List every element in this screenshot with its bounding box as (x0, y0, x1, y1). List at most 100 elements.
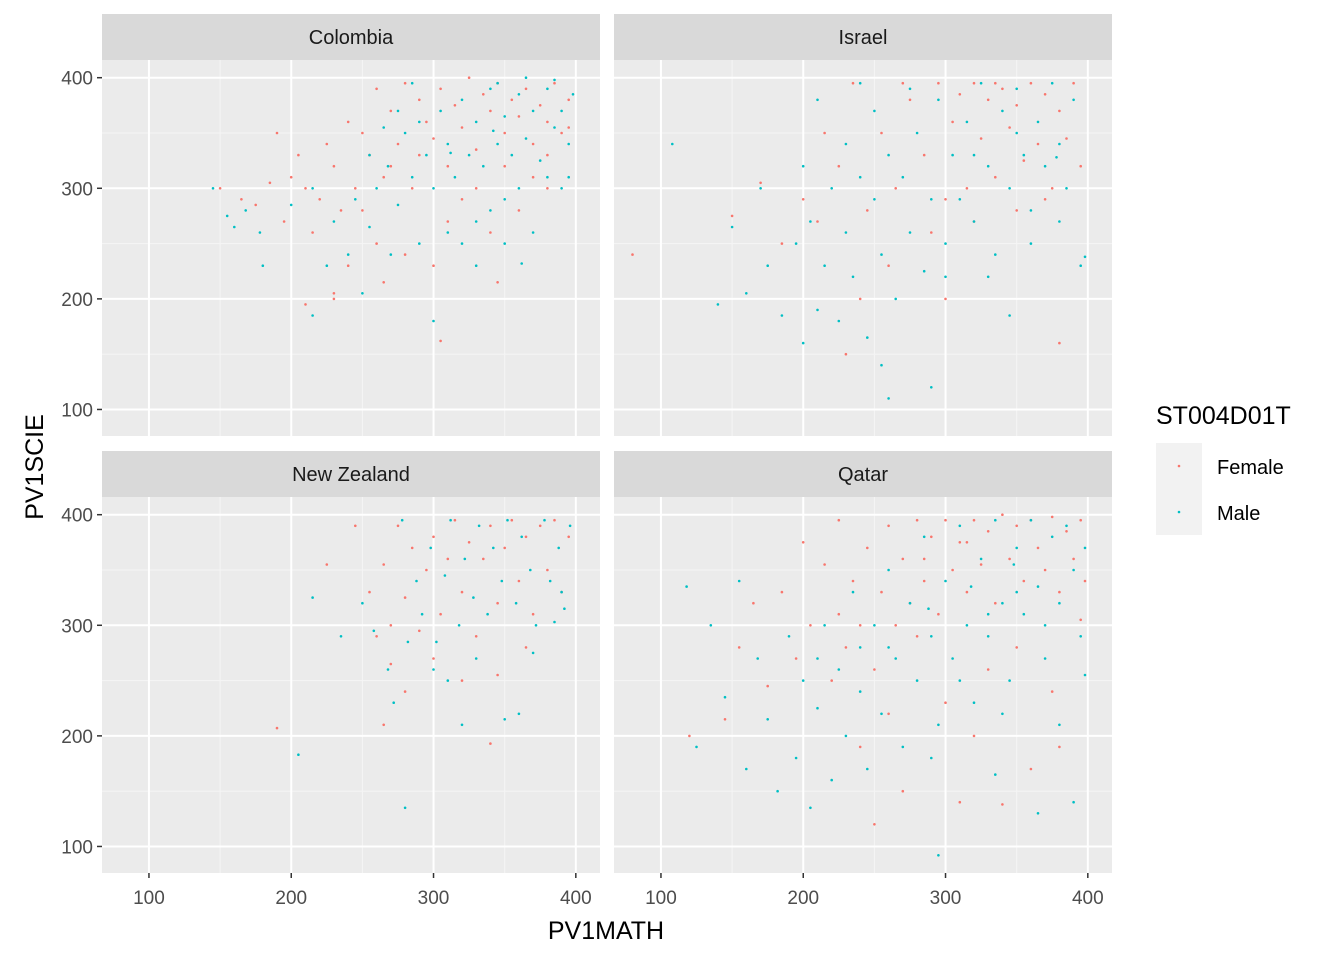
data-point (972, 153, 976, 157)
data-point (403, 806, 407, 810)
data-point (439, 87, 442, 91)
data-point (415, 579, 418, 583)
data-point (1058, 109, 1061, 113)
x-tick-label: 200 (787, 888, 819, 909)
data-point (268, 181, 272, 185)
data-point (531, 231, 535, 234)
data-point (489, 742, 492, 745)
panel-colombia: Colombia 100 200 300 400 (61, 14, 600, 436)
data-point (880, 712, 883, 716)
data-point (972, 734, 976, 738)
data-point (211, 187, 215, 190)
data-point (1015, 646, 1018, 649)
data-point (396, 142, 400, 146)
data-point (1022, 579, 1026, 583)
data-point (908, 87, 912, 91)
data-point (1008, 679, 1011, 682)
data-point (1022, 159, 1026, 162)
data-point (880, 363, 883, 367)
data-point (386, 668, 390, 671)
data-point (780, 590, 784, 594)
data-point (420, 612, 424, 616)
data-point (801, 341, 805, 345)
data-point (1050, 187, 1054, 190)
data-point (1015, 524, 1018, 528)
data-point (389, 253, 393, 256)
data-point (332, 292, 336, 295)
data-point (425, 568, 428, 572)
data-point (346, 264, 350, 268)
data-point (1015, 87, 1018, 91)
data-point (922, 535, 926, 539)
data-point (1079, 164, 1082, 168)
data-point (517, 187, 521, 190)
data-point (873, 668, 876, 671)
data-point (671, 142, 674, 146)
data-point (500, 579, 504, 583)
data-point (375, 635, 378, 638)
data-point (432, 187, 435, 190)
data-point (880, 253, 883, 256)
data-point (1036, 142, 1040, 146)
data-point (908, 98, 912, 102)
data-point (937, 723, 940, 727)
data-point (1079, 635, 1082, 638)
data-point (979, 81, 983, 85)
data-point (432, 319, 435, 323)
data-point (965, 187, 969, 190)
series-male-colombia (211, 76, 575, 323)
data-point (1079, 264, 1082, 268)
data-point (339, 209, 343, 212)
data-point (510, 518, 514, 522)
data-point (866, 546, 869, 550)
strip-new-zealand (102, 451, 600, 497)
series-female-new-zealand (275, 518, 570, 745)
data-point (1055, 156, 1058, 159)
data-point (866, 336, 869, 339)
y-tick-label: 200 (61, 290, 93, 311)
data-point (425, 153, 428, 157)
data-point (801, 541, 805, 544)
data-point (289, 175, 293, 179)
data-point (1065, 187, 1068, 190)
data-point (986, 164, 990, 168)
data-point (1036, 546, 1040, 550)
data-point (951, 568, 954, 572)
data-point (922, 153, 926, 157)
data-point (873, 624, 876, 627)
data-point (1065, 137, 1068, 140)
data-point (567, 98, 570, 102)
x-axis-title: PV1MATH (548, 917, 664, 945)
data-point (930, 535, 933, 539)
data-point (218, 187, 222, 190)
x-tick-label: 300 (930, 888, 962, 909)
data-point (282, 220, 286, 223)
data-point (524, 87, 528, 91)
data-point (844, 142, 848, 146)
data-point (382, 126, 386, 129)
data-point (489, 231, 492, 234)
data-point (930, 635, 933, 638)
data-point (858, 745, 862, 749)
y-tick-label: 400 (61, 69, 93, 90)
data-point (887, 524, 890, 528)
data-point (517, 209, 521, 212)
data-point (489, 524, 492, 528)
data-point (851, 81, 855, 85)
data-point (318, 198, 322, 201)
strip-israel (614, 14, 1112, 60)
data-point (951, 120, 954, 124)
data-point (1001, 601, 1004, 605)
data-point (538, 159, 542, 162)
data-point (410, 546, 414, 550)
data-point (403, 131, 407, 135)
data-point (474, 657, 478, 660)
data-point (244, 209, 247, 212)
data-point (1050, 81, 1054, 85)
data-point (524, 137, 528, 140)
data-point (1058, 142, 1061, 146)
data-point (1022, 153, 1026, 157)
data-point (332, 297, 336, 301)
data-point (986, 668, 990, 671)
data-point (1043, 624, 1047, 627)
